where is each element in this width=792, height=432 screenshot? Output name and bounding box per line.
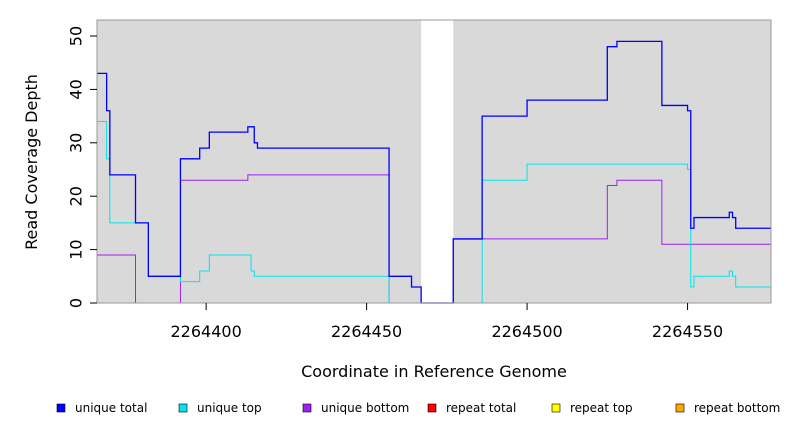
legend-swatch <box>427 403 437 413</box>
x-tick-label: 2264400 <box>170 322 241 341</box>
legend-label: unique total <box>75 401 147 415</box>
legend-item-repeat-bottom: repeat bottom <box>675 401 780 415</box>
legend-item-repeat-total: repeat total <box>427 401 516 415</box>
legend-swatch <box>178 403 188 413</box>
y-axis: 0 10 20 30 40 50 <box>67 26 97 308</box>
x-tick-label: 2264500 <box>491 322 562 341</box>
gap-region-0 <box>421 20 454 303</box>
legend-swatch <box>675 403 685 413</box>
y-axis-title: Read Coverage Depth <box>22 74 41 250</box>
legend: unique total unique top unique bottom repea… <box>56 401 780 415</box>
legend-label: repeat total <box>446 401 516 415</box>
y-tick-label: 50 <box>67 26 86 46</box>
series-line-unique-total <box>97 40 771 304</box>
y-tick-label: 40 <box>67 79 86 99</box>
legend-item-unique-total: unique total <box>56 401 147 415</box>
gap-regions <box>421 20 454 303</box>
legend-item-unique-top: unique top <box>178 401 262 415</box>
legend-label: repeat bottom <box>694 401 780 415</box>
legend-label: unique top <box>197 401 262 415</box>
y-tick-label: 0 <box>67 298 86 308</box>
legend-label: unique bottom <box>321 401 409 415</box>
y-tick-label: 10 <box>67 239 86 259</box>
legend-swatch <box>551 403 561 413</box>
x-tick-label: 2264550 <box>652 322 723 341</box>
x-axis-title: Coordinate in Reference Genome <box>301 362 567 381</box>
y-tick-label: 20 <box>67 186 86 206</box>
legend-label: repeat top <box>570 401 633 415</box>
legend-item-unique-bottom: unique bottom <box>302 401 409 415</box>
x-axis: 2264400 2264450 2264500 2264550 <box>170 303 723 341</box>
legend-item-repeat-top: repeat top <box>551 401 633 415</box>
legend-swatch <box>302 403 312 413</box>
x-tick-label: 2264450 <box>331 322 402 341</box>
legend-swatch <box>56 403 66 413</box>
plot-frame <box>96 19 772 304</box>
y-tick-label: 30 <box>67 133 86 153</box>
